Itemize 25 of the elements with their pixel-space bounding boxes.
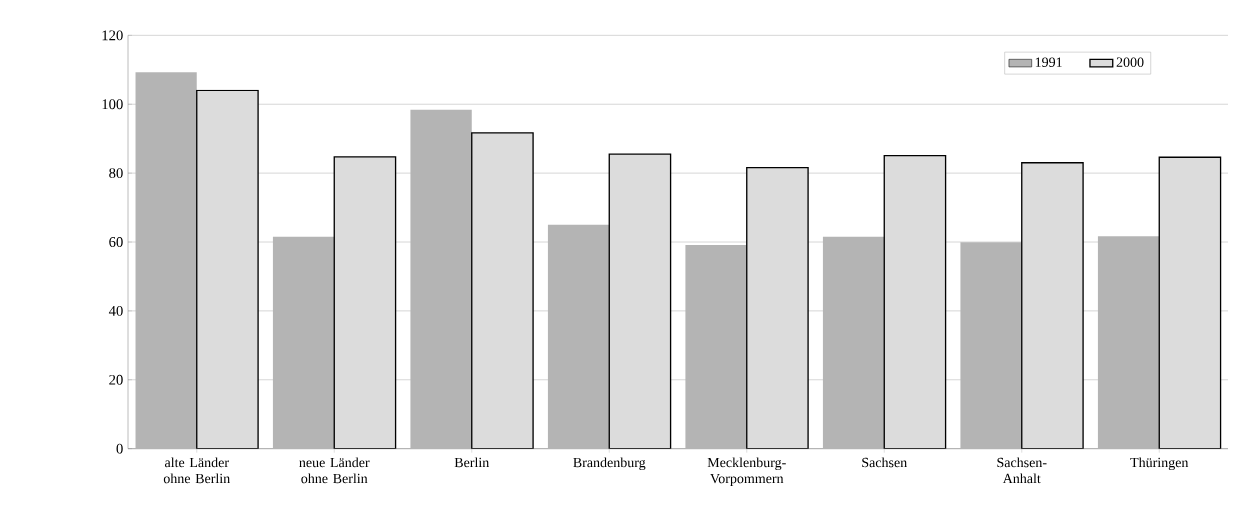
x-tick-label: Brandenburg — [573, 457, 646, 471]
bar — [746, 166, 809, 449]
y-tick-label: 80 — [109, 168, 123, 179]
x-tick-label: alte Länder ohne Berlin — [163, 457, 230, 484]
x-tick-label: Sachsen-Anhalt — [997, 457, 1047, 484]
bar — [883, 154, 947, 449]
y-tick-label: 120 — [102, 30, 123, 41]
bar — [333, 156, 397, 449]
y-tick-label: 0 — [116, 443, 123, 454]
bar — [196, 89, 259, 449]
bar — [1021, 162, 1084, 449]
x-tick-label: neue Länder ohne Berlin — [299, 457, 370, 484]
x-tick-label: Mecklenburg-Vorpommern — [707, 457, 786, 487]
y-tick-label: 20 — [109, 374, 123, 385]
x-tick-label: Thüringen — [1130, 457, 1189, 471]
y-tick-label: 100 — [102, 99, 123, 110]
x-tick-label: Sachsen — [862, 457, 907, 468]
x-tick-label: Berlin — [454, 457, 490, 468]
bar — [608, 153, 672, 449]
y-tick-label: 60 — [109, 237, 123, 247]
legend-label: 2000 — [1116, 57, 1144, 67]
bar — [1158, 156, 1222, 449]
legend-label: 1991 — [1035, 57, 1062, 67]
y-tick-label: 40 — [108, 305, 123, 316]
bar — [471, 132, 534, 449]
